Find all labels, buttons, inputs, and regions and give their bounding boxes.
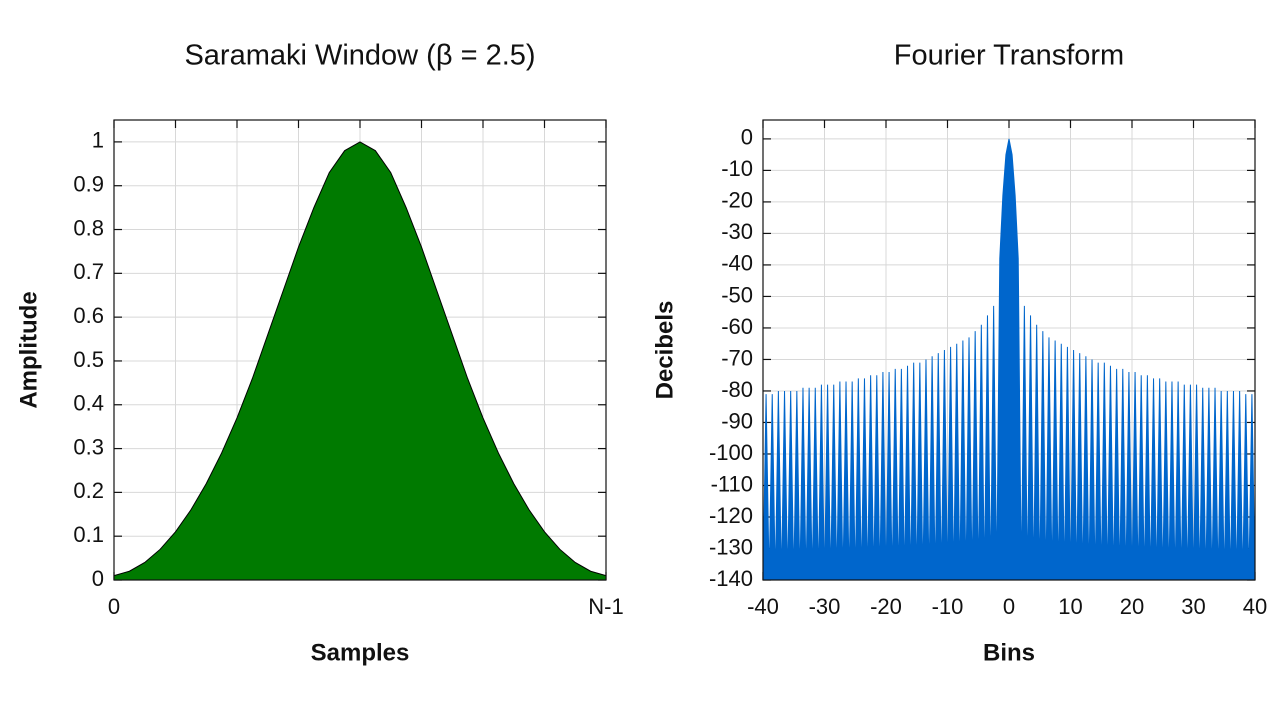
chart-title: Fourier Transform	[894, 40, 1124, 72]
plot-frame	[113, 119, 607, 581]
y-tick-label: -60	[721, 314, 753, 339]
x-tick-label: N-1	[588, 594, 623, 619]
y-tick-label: -130	[709, 534, 753, 559]
x-tick-label: -10	[932, 594, 964, 619]
y-tick-label: -20	[721, 188, 753, 213]
y-tick-label: 0.9	[73, 172, 104, 197]
y-axis-label: Amplitude	[15, 291, 42, 408]
chart-title: Saramaki Window (β = 2.5)	[184, 40, 535, 72]
area	[762, 138, 1256, 581]
y-tick-label: 0.5	[73, 347, 104, 372]
plot-frame	[762, 119, 1256, 581]
x-tick-label: 40	[1243, 594, 1267, 619]
y-tick-label: 0.3	[73, 434, 104, 459]
y-tick-label: 0.4	[73, 391, 104, 416]
x-tick-label: -20	[870, 594, 902, 619]
x-axis-label: Bins	[983, 639, 1035, 666]
x-tick-label: -40	[747, 594, 779, 619]
y-tick-label: -50	[721, 282, 753, 307]
y-tick-label: -30	[721, 219, 753, 244]
y-tick-label: 0.1	[73, 522, 104, 547]
x-tick-label: -30	[809, 594, 841, 619]
y-tick-label: 0	[741, 125, 753, 150]
y-tick-label: 0.6	[73, 303, 104, 328]
y-axis-label: Decibels	[651, 301, 678, 400]
y-tick-label: 0.2	[73, 478, 104, 503]
x-tick-label: 20	[1120, 594, 1144, 619]
x-tick-label: 0	[108, 594, 120, 619]
y-tick-label: -110	[711, 471, 753, 496]
y-tick-label: -90	[721, 408, 753, 433]
x-tick-label: 0	[1003, 594, 1015, 619]
y-tick-label: -140	[709, 566, 753, 591]
x-tick-label: 30	[1181, 594, 1205, 619]
y-tick-label: -70	[721, 345, 753, 370]
y-tick-label: -100	[709, 440, 753, 465]
y-tick-label: 0.7	[73, 259, 104, 284]
y-tick-label: 1	[92, 128, 104, 153]
area	[113, 141, 607, 581]
y-tick-label: -10	[721, 156, 753, 181]
y-tick-label: 0.8	[73, 215, 104, 240]
x-tick-label: 10	[1058, 594, 1082, 619]
y-tick-label: -120	[709, 503, 753, 528]
y-tick-label: -40	[721, 251, 753, 276]
x-axis-label: Samples	[311, 639, 410, 666]
y-tick-label: -80	[721, 377, 753, 402]
y-tick-label: 0	[92, 566, 104, 591]
